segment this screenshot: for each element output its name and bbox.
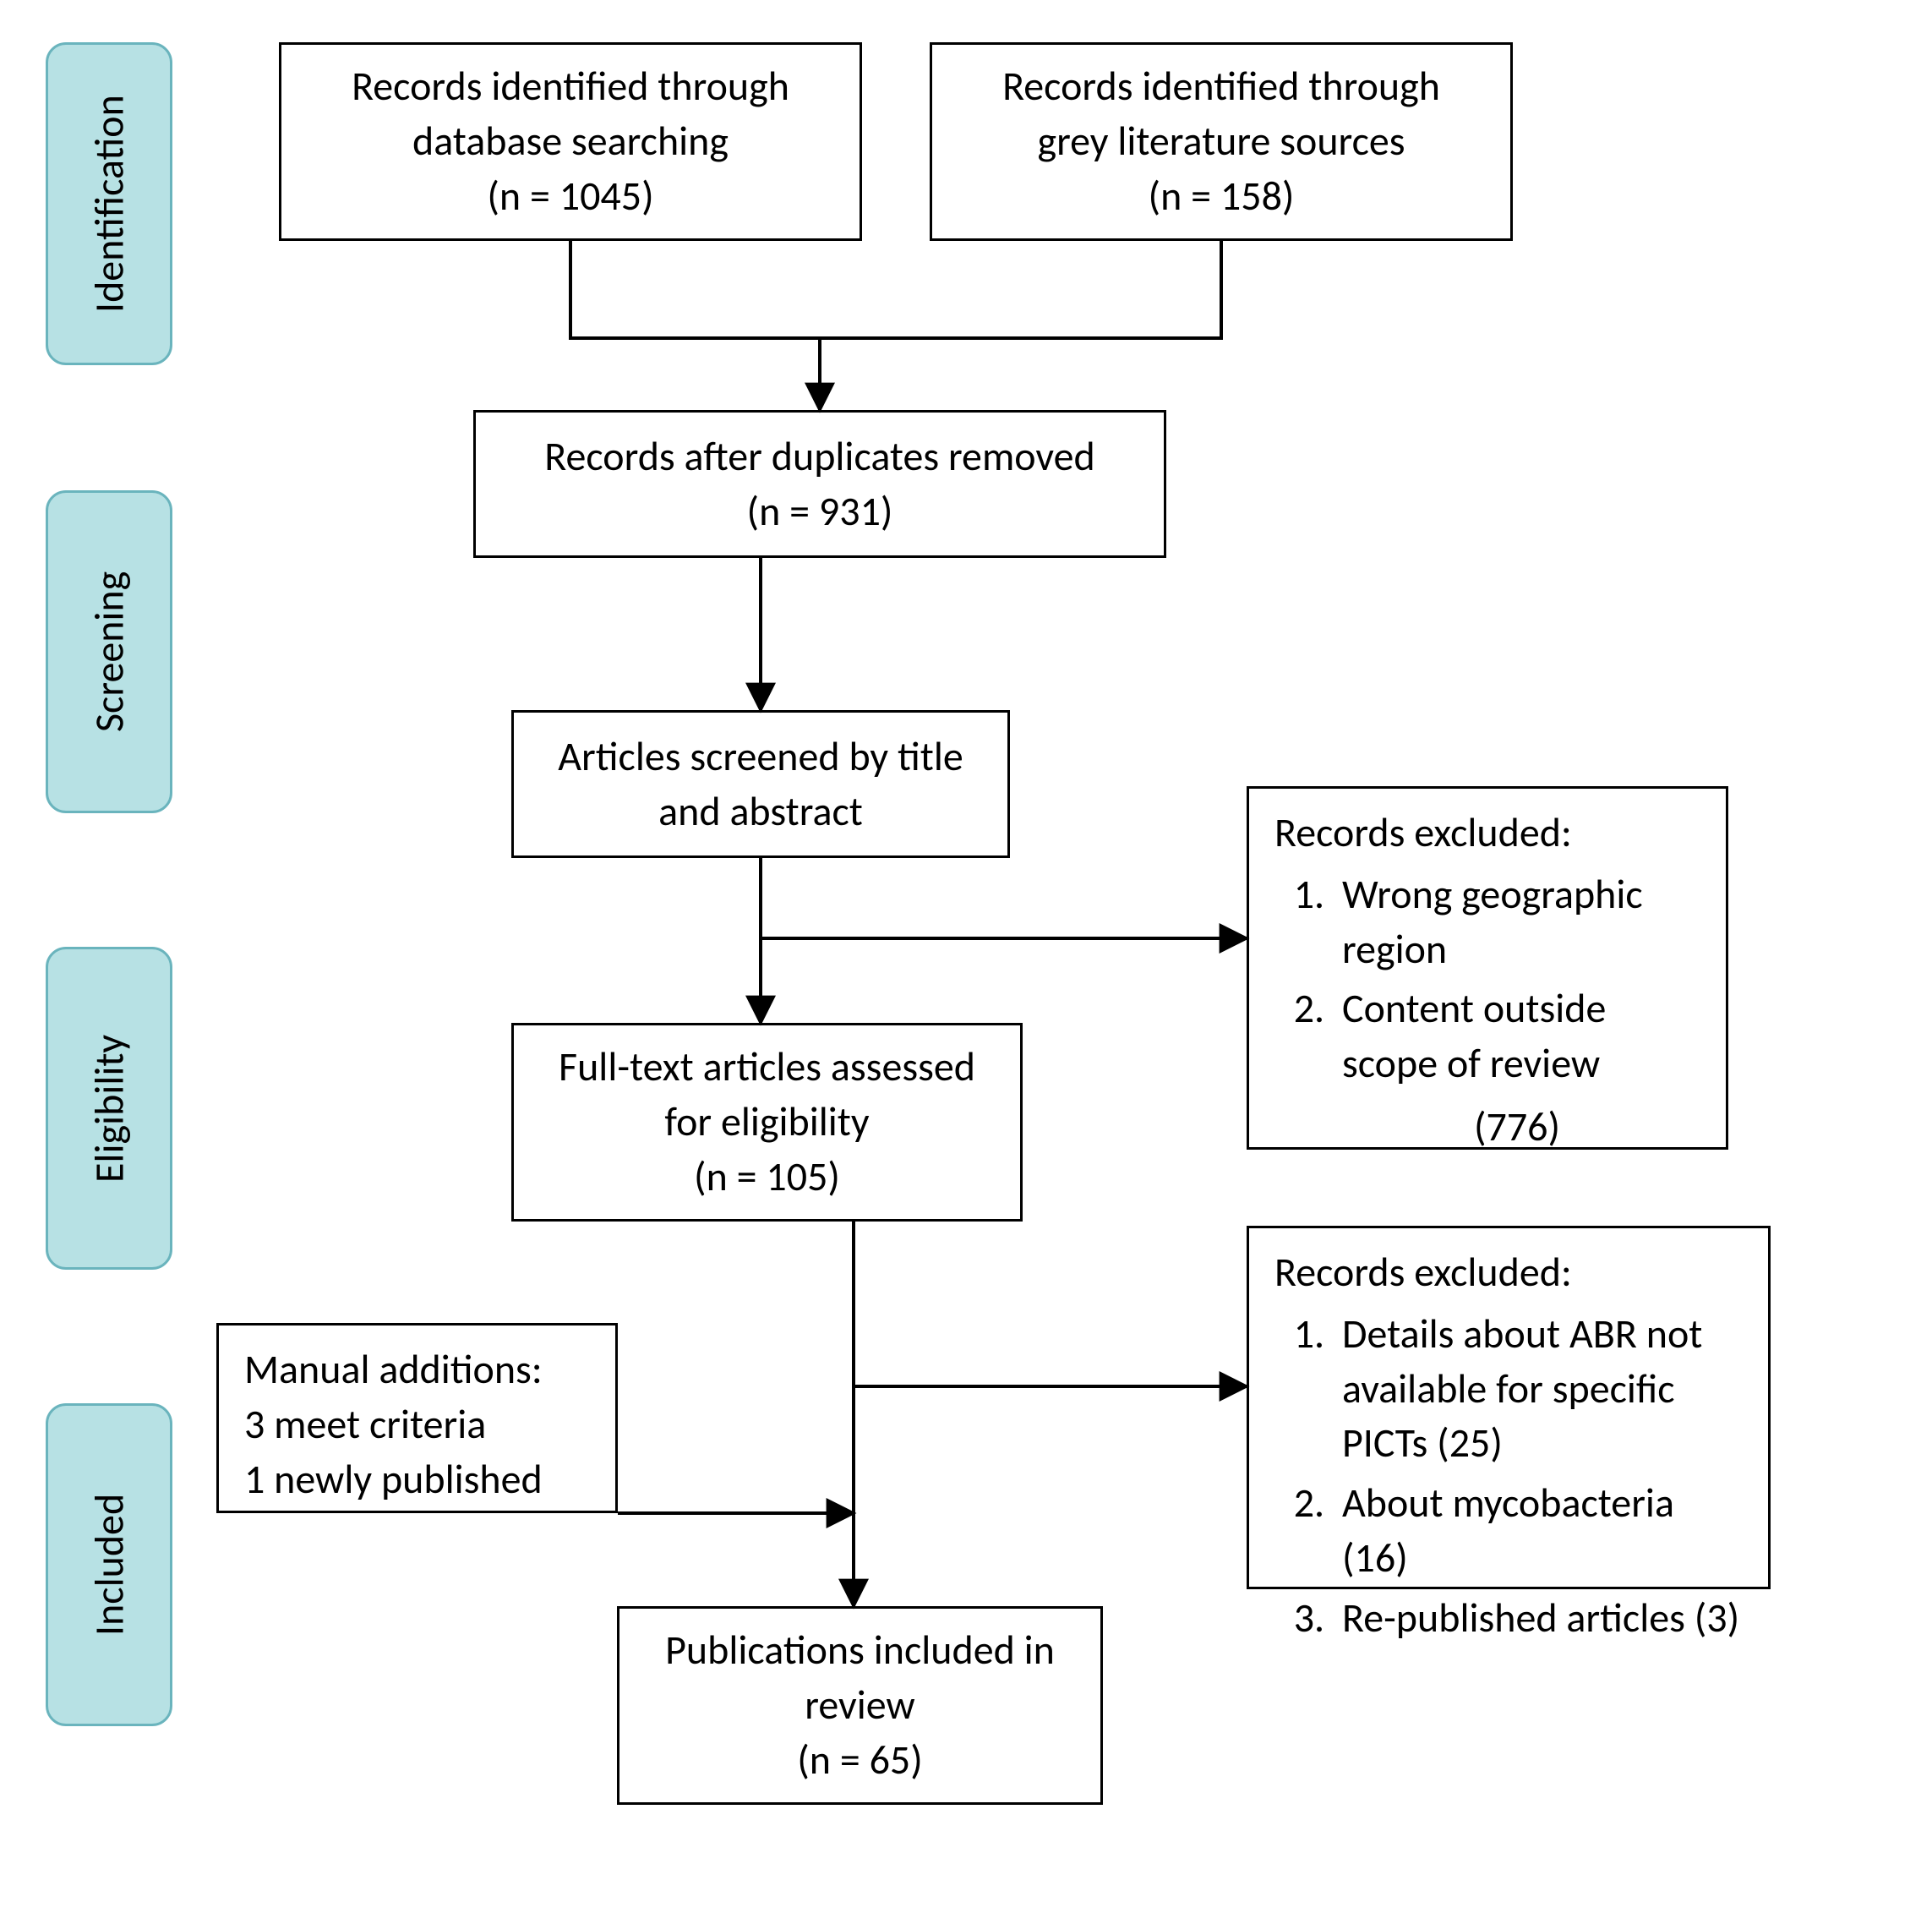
exclusion-item: Re-published articles (3) [1334,1591,1743,1646]
node-text: (n = 105) [694,1150,840,1205]
exclusion-item: Details about ABR not available for spec… [1334,1307,1743,1471]
node-text: (n = 931) [747,484,893,539]
node-publications-included: Publications included in review (n = 65) [617,1606,1103,1805]
stage-label-text: Included [85,1494,134,1636]
node-text: (n = 65) [797,1733,923,1788]
exclusion-item: Wrong geographic region [1334,867,1700,977]
exclusion-item: About mycobacteria (16) [1334,1476,1743,1586]
node-text: Records after duplicates removed [544,429,1094,484]
node-text: (776) [1274,1100,1700,1155]
node-records-excluded-eligibility: Records excluded: Details about ABR not … [1247,1226,1771,1589]
node-text: Records excluded: [1274,806,1700,861]
node-text: and abstract [658,784,863,839]
node-fulltext-assessed: Full-text articles assessed for eligibil… [511,1023,1023,1222]
node-grey-literature-records: Records identified through grey literatu… [930,42,1513,241]
node-text: Records identified through [1002,59,1440,114]
node-records-excluded-screening: Records excluded: Wrong geographic regio… [1247,786,1728,1150]
exclusion-list: Wrong geographic region Content outside … [1274,867,1700,1096]
node-text: Articles screened by title [558,730,963,784]
stage-label-identification: Identification [46,42,172,365]
node-text: 3 meet criteria [244,1397,486,1452]
stage-label-text: Identification [85,95,134,313]
stage-label-screening: Screening [46,490,172,813]
node-text: review [805,1678,914,1733]
stage-label-included: Included [46,1403,172,1726]
node-text: Records identified through [352,59,789,114]
node-text: (n = 158) [1149,169,1295,224]
node-text: database searching [412,114,729,169]
exclusion-list: Details about ABR not available for spec… [1274,1307,1743,1651]
exclusion-item: Content outside scope of review [1334,981,1700,1091]
node-database-records: Records identified through database sear… [279,42,862,241]
node-after-duplicates-removed: Records after duplicates removed (n = 93… [473,410,1166,558]
node-text: grey literature sources [1037,114,1405,169]
node-screened-by-title-abstract: Articles screened by title and abstract [511,710,1010,858]
node-text: Records excluded: [1274,1245,1743,1300]
node-text: Full-text articles assessed [559,1040,975,1095]
stage-label-text: Screening [85,571,134,732]
stage-label-text: Eligibility [85,1034,134,1182]
node-text: Manual additions: [244,1342,543,1397]
node-text: Publications included in [665,1623,1055,1678]
node-text: (n = 1045) [487,169,653,224]
stage-label-eligibility: Eligibility [46,947,172,1270]
node-text: for eligibility [664,1095,869,1150]
node-text: 1 newly published [244,1452,543,1507]
node-manual-additions: Manual additions: 3 meet criteria 1 newl… [216,1323,618,1513]
